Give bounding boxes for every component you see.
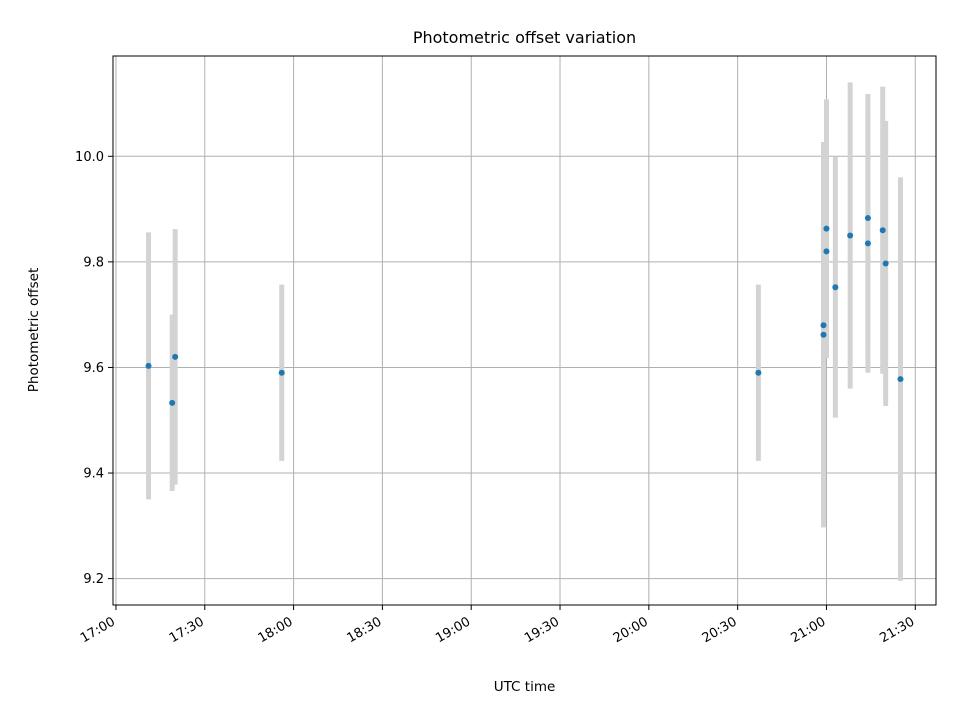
chart-title: Photometric offset variation <box>413 28 636 47</box>
data-point <box>847 232 854 239</box>
y-tick-label: 9.4 <box>83 467 104 482</box>
data-point <box>823 225 830 232</box>
data-point <box>832 284 839 291</box>
y-tick-label: 9.2 <box>83 572 104 587</box>
plot-frame <box>112 55 937 606</box>
y-tick-label: 10.0 <box>75 150 104 165</box>
y-tick-label: 9.8 <box>83 255 104 270</box>
y-axis-label: Photometric offset <box>26 268 42 392</box>
data-point <box>169 399 176 406</box>
y-axis-ticks: 9.2 9.4 9.6 9.8 10.0 <box>75 150 113 587</box>
x-axis-label: UTC time <box>494 679 556 695</box>
data-point <box>823 248 830 255</box>
data-point <box>755 369 762 376</box>
data-points <box>145 215 904 406</box>
data-point <box>864 240 871 247</box>
plot-area: 17:00 17:30 18:00 18:30 19:00 19:30 20:00 20:30… <box>75 55 937 646</box>
data-point <box>879 227 886 234</box>
data-point <box>864 215 871 222</box>
data-point <box>278 369 285 376</box>
data-point <box>882 260 889 267</box>
y-tick-label: 9.6 <box>83 361 104 376</box>
data-point <box>820 322 827 329</box>
data-point <box>820 331 827 338</box>
plot-background <box>113 56 936 605</box>
data-point <box>172 353 179 360</box>
data-point <box>897 376 904 383</box>
data-point <box>145 362 152 369</box>
